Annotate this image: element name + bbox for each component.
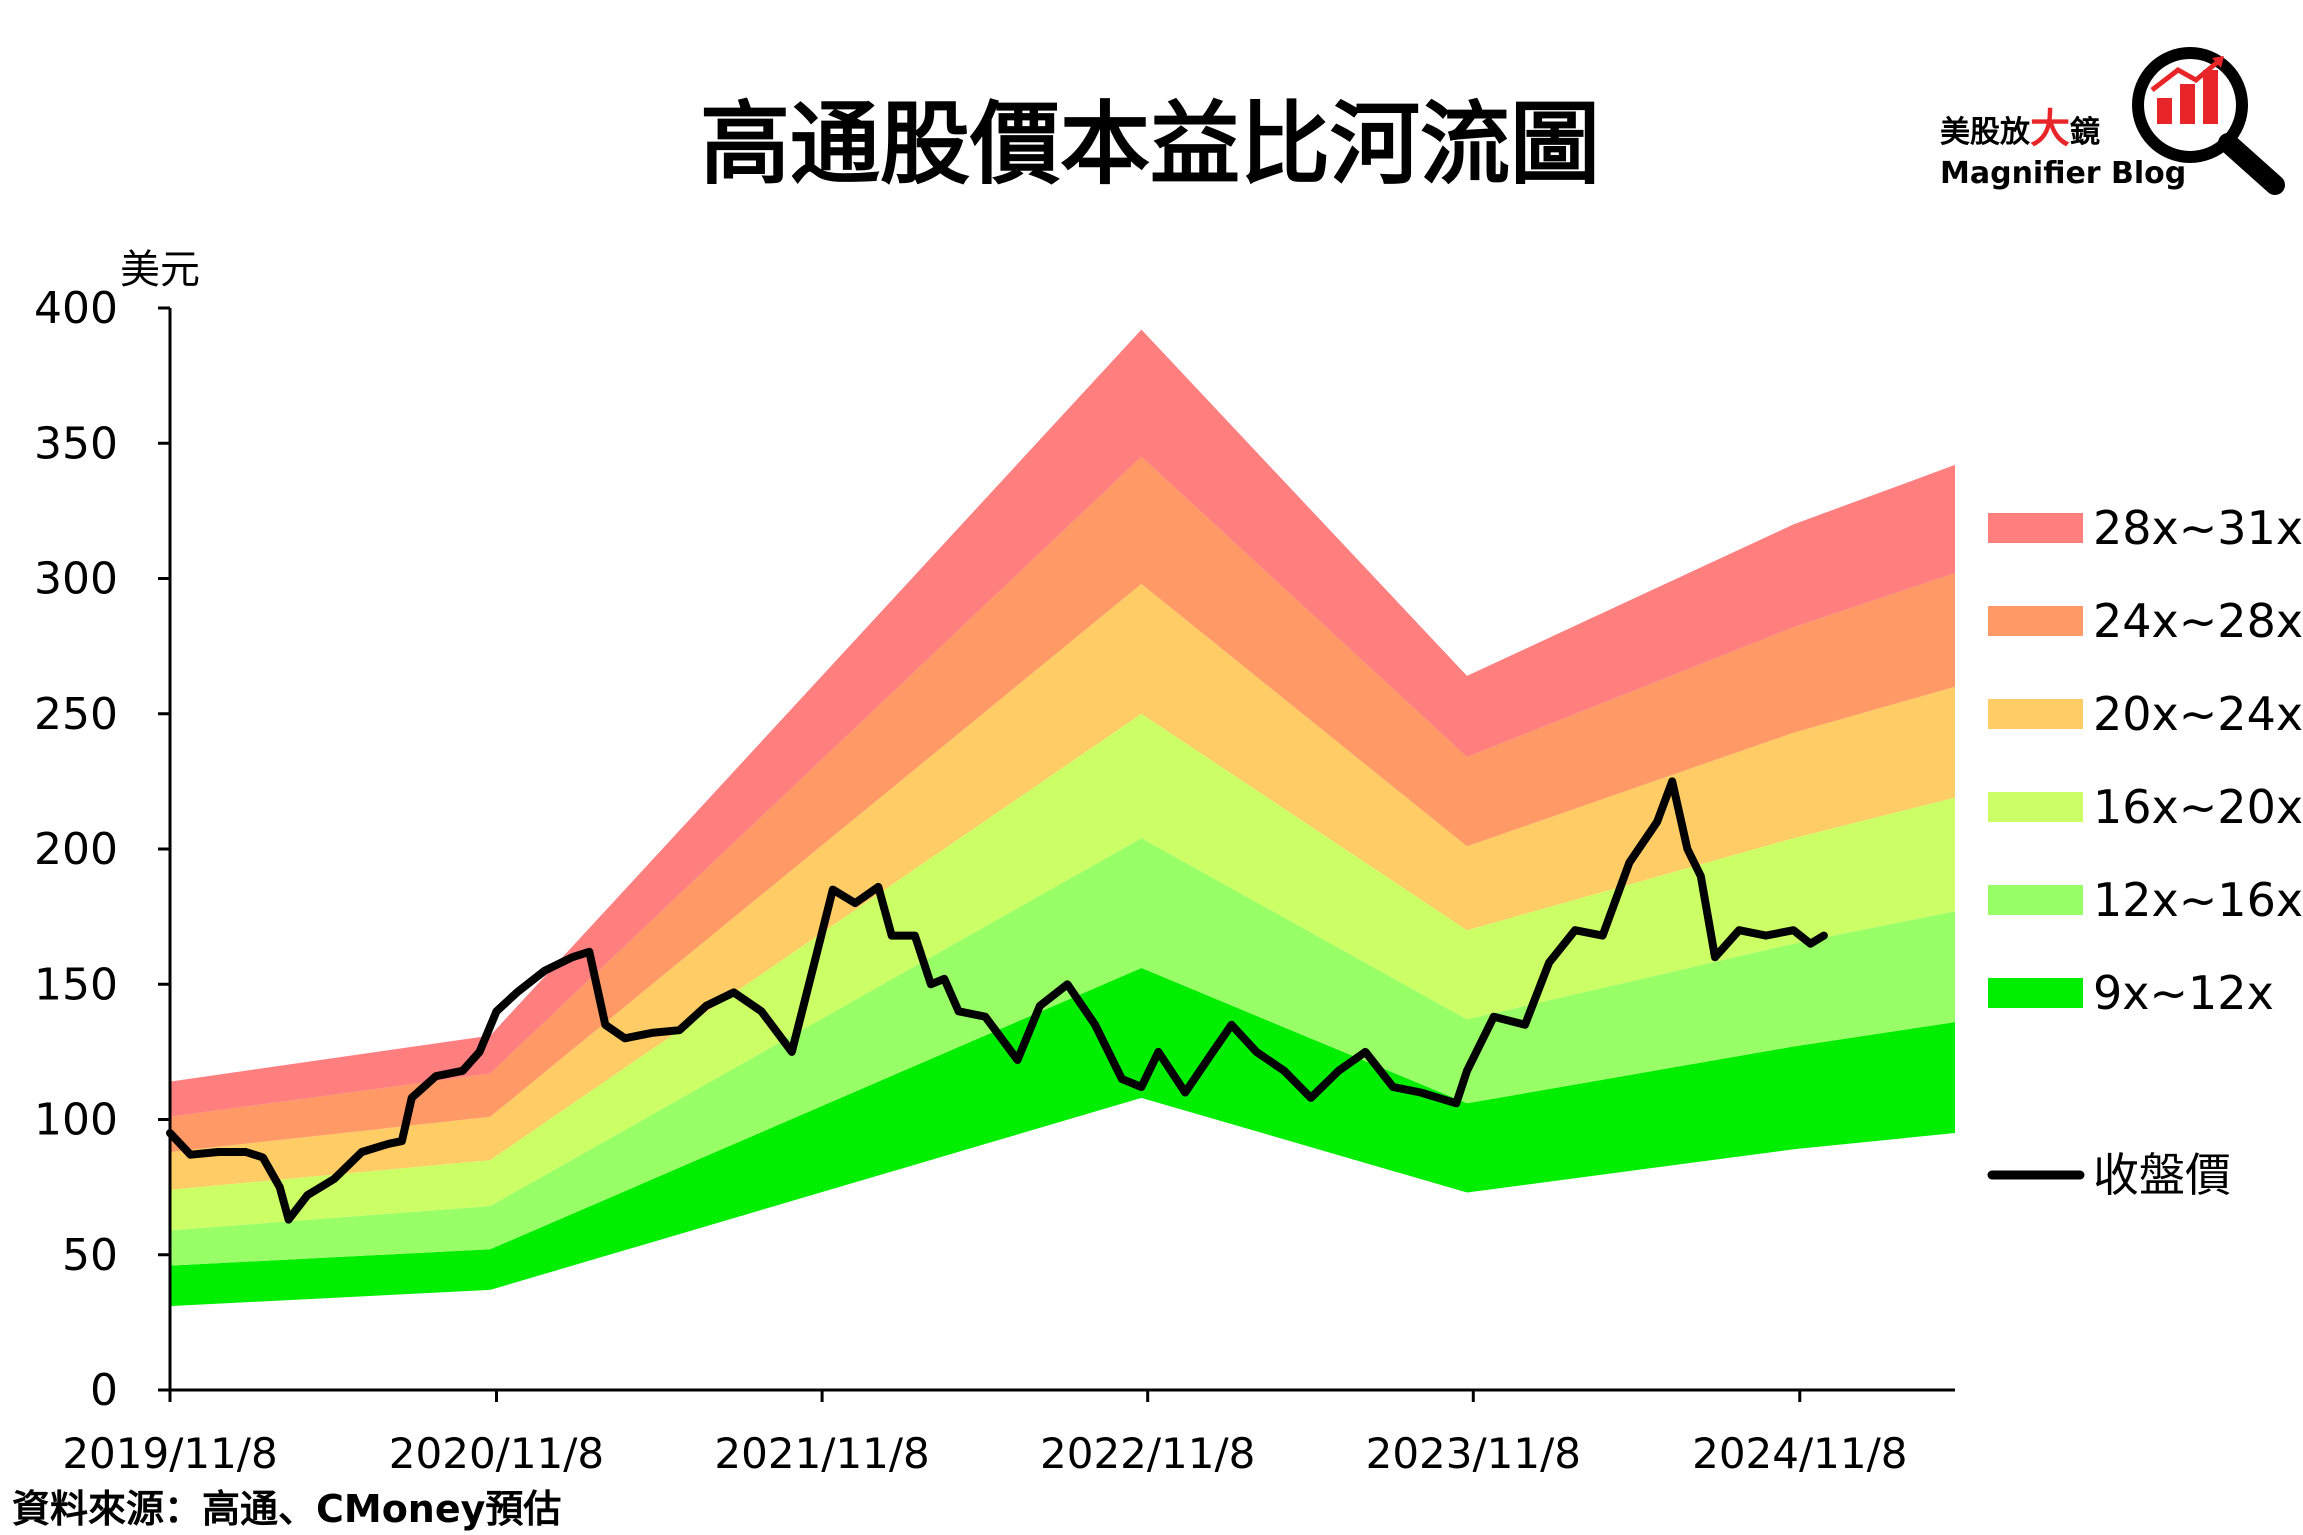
band-1 <box>170 838 1955 1266</box>
pe-bands <box>170 329 1955 1307</box>
band-5 <box>170 329 1955 1117</box>
price-line <box>166 777 1828 1224</box>
x-tick-label: 2023/11/8 <box>1366 1429 1581 1478</box>
price-line-group <box>166 777 1828 1224</box>
y-tick-label: 300 <box>34 554 118 605</box>
logo-brand-en: Magnifier Blog <box>1940 156 2186 191</box>
band-2 <box>170 713 1955 1231</box>
legend-swatch <box>1988 606 2083 636</box>
y-tick-label: 250 <box>34 689 118 740</box>
band-4 <box>170 456 1955 1152</box>
source-note: 資料來源：高通、CMoney預估 <box>12 1487 561 1531</box>
y-tick-label: 350 <box>34 418 118 469</box>
brand-logo: 美股放大鏡 Magnifier Blog <box>1940 47 2285 195</box>
legend-label: 9x~12x <box>2093 966 2274 1020</box>
legend-label: 20x~24x <box>2093 687 2303 741</box>
y-tick-label: 400 <box>34 283 118 334</box>
magnifier-bar-chart-icon <box>2132 47 2285 195</box>
x-tick-label: 2024/11/8 <box>1692 1429 1907 1478</box>
axes: 0 50 100 150 200 250 300 350 400 2019/11/8 2020/11… <box>34 283 1955 1478</box>
y-tick-label: 200 <box>34 824 118 875</box>
y-tick-label: 150 <box>34 959 118 1010</box>
legend-label: 28x~31x <box>2093 501 2303 555</box>
x-tick-label: 2021/11/8 <box>714 1429 929 1478</box>
y-tick-label: 50 <box>62 1230 118 1281</box>
legend-label: 16x~20x <box>2093 780 2303 834</box>
x-tick-label: 2022/11/8 <box>1040 1429 1255 1478</box>
legend-label: 12x~16x <box>2093 873 2303 927</box>
y-axis-label: 美元 <box>120 247 200 293</box>
legend-swatch <box>1988 792 2083 822</box>
logo-brand-cn: 美股放大鏡 <box>1940 106 2100 152</box>
y-tick-label: 100 <box>34 1095 118 1146</box>
legend-label: 24x~28x <box>2093 594 2303 648</box>
legend: 28x~31x 24x~28x 20x~24x 16x~20x 12x~16x 9x~12… <box>1987 501 2303 1202</box>
legend-swatch <box>1988 978 2083 1008</box>
logo-brand-cn-accent: 大 <box>2030 106 2070 152</box>
band-0 <box>170 968 1955 1307</box>
x-tick-label: 2020/11/8 <box>389 1429 604 1478</box>
legend-swatch <box>1988 885 2083 915</box>
legend-swatch <box>1988 513 2083 543</box>
y-tick-label: 0 <box>90 1365 118 1416</box>
legend-label-price: 收盤價 <box>2093 1148 2231 1202</box>
x-tick-label: 2019/11/8 <box>62 1429 277 1478</box>
chart-title: 高通股價本益比河流圖 <box>700 92 1600 197</box>
legend-swatch <box>1988 699 2083 729</box>
band-3 <box>170 583 1955 1190</box>
